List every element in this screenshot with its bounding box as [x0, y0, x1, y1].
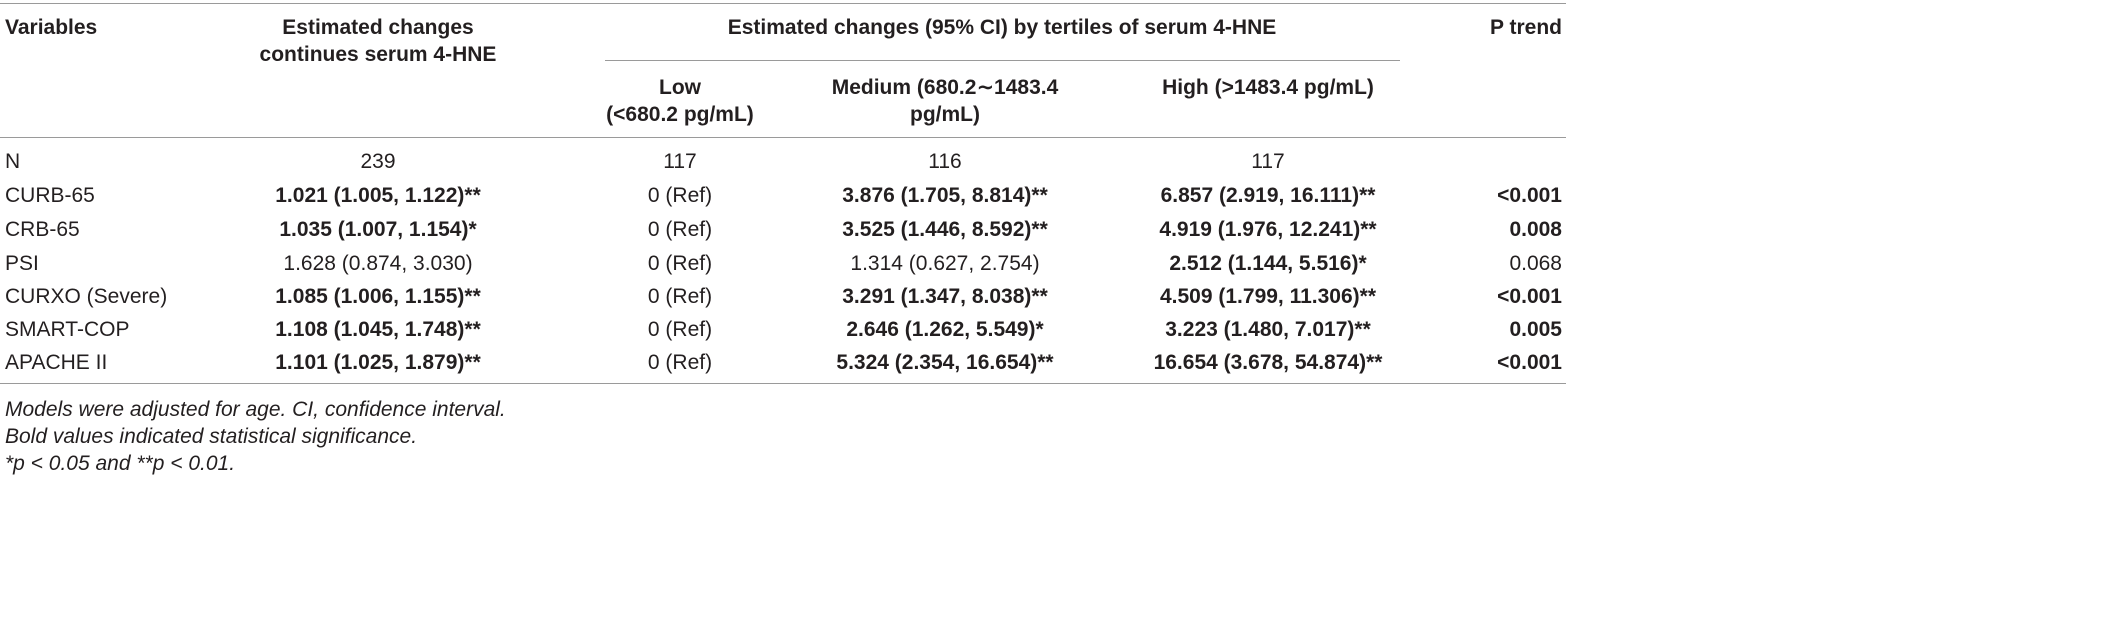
cell: CURB-65 [5, 184, 95, 207]
cell: 0.005 [1509, 318, 1562, 341]
cell: 117 [1251, 150, 1285, 173]
cell: 0 (Ref) [647, 218, 713, 241]
cell: 1.021 (1.005, 1.122)** [275, 184, 481, 207]
footnote: Models were adjusted for age. CI, confid… [5, 398, 506, 421]
cell: 0.068 [1509, 252, 1562, 275]
cell: CRB-65 [5, 218, 80, 241]
cell: 1.085 (1.006, 1.155)** [275, 285, 481, 308]
cell: 117 [663, 150, 697, 173]
subheader-cell: Low [659, 76, 701, 99]
top-rule [0, 3, 1566, 4]
cell: 0 (Ref) [647, 252, 713, 275]
cell: 16.654 (3.678, 54.874)** [1153, 351, 1383, 374]
header-cell: Variables [5, 16, 98, 39]
subheader-cell: (<680.2 pg/mL) [606, 103, 754, 126]
cell: 116 [928, 150, 962, 173]
footnote: Bold values indicated statistical signif… [5, 425, 418, 448]
subheader-cell: High (>1483.4 pg/mL) [1162, 76, 1374, 99]
cell: 0 (Ref) [647, 318, 713, 341]
cell: 6.857 (2.919, 16.111)** [1160, 184, 1376, 207]
header-cell: continues serum 4-HNE [259, 43, 497, 66]
cell: 1.628 (0.874, 3.030) [283, 252, 473, 275]
cell: 1.035 (1.007, 1.154)* [279, 218, 477, 241]
cell: 1.101 (1.025, 1.879)** [275, 351, 481, 374]
subheader-cell: Medium (680.2∼1483.4 [831, 76, 1059, 99]
cell: 0 (Ref) [647, 285, 713, 308]
cell: 239 [360, 150, 396, 173]
footnote: *p < 0.05 and **p < 0.01. [5, 452, 236, 475]
cell: 0 (Ref) [647, 351, 713, 374]
cell: 1.108 (1.045, 1.748)** [275, 318, 481, 341]
cell: 3.876 (1.705, 8.814)** [842, 184, 1048, 207]
cell: 4.919 (1.976, 12.241)** [1159, 218, 1377, 241]
cell: APACHE II [5, 351, 108, 374]
cell: <0.001 [1497, 351, 1562, 374]
tertile-rule [605, 60, 1400, 61]
cell: N [5, 150, 21, 173]
cell: SMART-COP [5, 318, 130, 341]
cell: PSI [5, 252, 39, 275]
header-cell: P trend [1490, 16, 1562, 39]
cell: 2.646 (1.262, 5.549)* [846, 318, 1044, 341]
cell: 5.324 (2.354, 16.654)** [836, 351, 1054, 374]
header-cell: Estimated changes [282, 16, 474, 39]
cell: 1.314 (0.627, 2.754) [850, 252, 1040, 275]
cell: 3.525 (1.446, 8.592)** [842, 218, 1048, 241]
cell: 4.509 (1.799, 11.306)** [1159, 285, 1377, 308]
cell: <0.001 [1497, 184, 1562, 207]
cell: 3.291 (1.347, 8.038)** [842, 285, 1048, 308]
header-rule [0, 137, 1566, 138]
cell: 3.223 (1.480, 7.017)** [1165, 318, 1371, 341]
bottom-rule [0, 383, 1566, 384]
cell: 2.512 (1.144, 5.516)* [1169, 252, 1367, 275]
header-cell: Estimated changes (95% CI) by tertiles o… [727, 16, 1277, 39]
cell: 0 (Ref) [647, 184, 713, 207]
cell: <0.001 [1497, 285, 1562, 308]
cell: CURXO (Severe) [5, 285, 168, 308]
cell: 0.008 [1509, 218, 1562, 241]
subheader-cell: pg/mL) [910, 103, 980, 126]
